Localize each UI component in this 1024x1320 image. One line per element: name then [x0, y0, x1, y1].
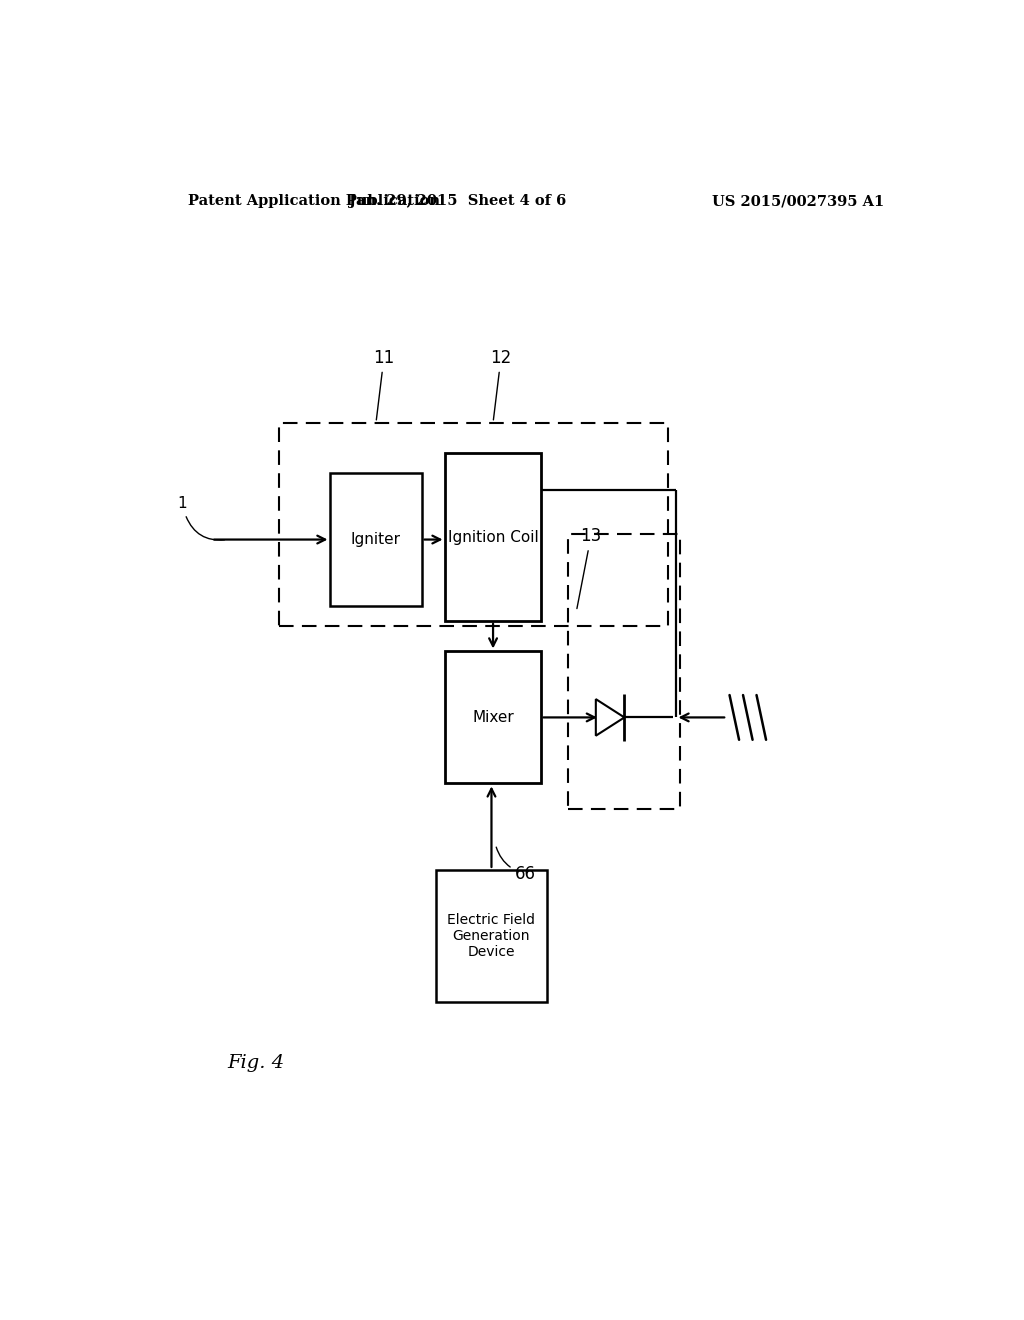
- Text: Patent Application Publication: Patent Application Publication: [187, 194, 439, 209]
- Text: 12: 12: [490, 348, 512, 420]
- Text: Mixer: Mixer: [472, 710, 514, 725]
- Polygon shape: [596, 700, 625, 735]
- Text: US 2015/0027395 A1: US 2015/0027395 A1: [713, 194, 885, 209]
- Text: 13: 13: [577, 527, 602, 609]
- Text: Fig. 4: Fig. 4: [227, 1053, 285, 1072]
- Text: Ignition Coil: Ignition Coil: [447, 529, 539, 545]
- Text: 66: 66: [497, 847, 537, 883]
- Bar: [331, 474, 422, 606]
- Text: Igniter: Igniter: [351, 532, 401, 546]
- Bar: [436, 870, 547, 1002]
- Text: Jan. 29, 2015  Sheet 4 of 6: Jan. 29, 2015 Sheet 4 of 6: [349, 194, 566, 209]
- Bar: [445, 651, 541, 784]
- Text: 1: 1: [177, 496, 186, 511]
- Bar: [279, 422, 668, 626]
- Text: Electric Field
Generation
Device: Electric Field Generation Device: [447, 912, 536, 960]
- Text: 11: 11: [374, 348, 394, 420]
- Bar: [445, 453, 541, 620]
- Bar: [568, 535, 680, 809]
